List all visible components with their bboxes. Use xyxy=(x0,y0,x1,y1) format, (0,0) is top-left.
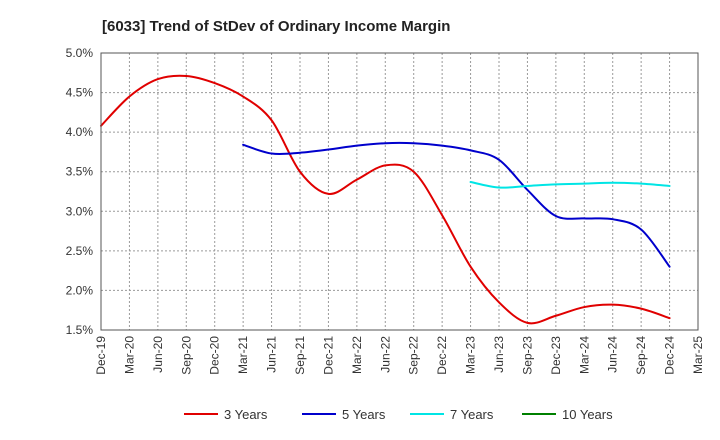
x-tick-label: Sep-23 xyxy=(520,336,534,375)
x-tick-label: Mar-24 xyxy=(577,336,591,374)
x-tick-label: Jun-22 xyxy=(378,336,392,373)
x-tick-label: Jun-24 xyxy=(606,336,620,373)
y-tick-label: 5.0% xyxy=(66,46,94,60)
series-line-5-years xyxy=(242,141,671,268)
y-tick-label: 3.0% xyxy=(66,204,94,218)
x-tick-label: Dec-22 xyxy=(435,336,449,375)
chart-title: [6033] Trend of StDev of Ordinary Income… xyxy=(102,18,450,35)
x-tick-label: Mar-25 xyxy=(691,336,705,374)
x-tick-label: Mar-22 xyxy=(350,336,364,374)
x-tick-label: Sep-20 xyxy=(179,336,193,375)
y-tick-label: 4.0% xyxy=(66,125,94,139)
x-tick-label: Jun-21 xyxy=(265,336,279,373)
x-tick-label: Sep-22 xyxy=(407,336,421,375)
legend-label: 7 Years xyxy=(450,407,494,422)
x-tick-label: Mar-20 xyxy=(122,336,136,374)
y-tick-label: 4.5% xyxy=(66,86,94,100)
x-tick-label: Jun-23 xyxy=(492,336,506,373)
legend-label: 5 Years xyxy=(342,407,386,422)
series-line-7-years xyxy=(469,181,671,189)
y-tick-label: 2.5% xyxy=(66,244,94,258)
series-line-3-years xyxy=(100,74,671,325)
x-tick-label: Mar-23 xyxy=(464,336,478,374)
y-tick-label: 1.5% xyxy=(66,323,94,337)
y-tick-label: 3.5% xyxy=(66,165,94,179)
x-axis-ticks: Dec-19 Mar-20 Jun-20 Sep-20 Dec-20 Mar-21 Jun-… xyxy=(94,336,705,375)
x-tick-label: Jun-20 xyxy=(151,336,165,373)
legend-label: 10 Years xyxy=(562,407,613,422)
series-layer xyxy=(100,74,671,325)
x-tick-label: Sep-24 xyxy=(634,336,648,375)
x-tick-label: Dec-24 xyxy=(663,336,677,375)
x-tick-label: Dec-23 xyxy=(549,336,563,375)
legend-label: 3 Years xyxy=(224,407,268,422)
y-tick-label: 2.0% xyxy=(66,283,94,297)
x-tick-label: Dec-20 xyxy=(208,336,222,375)
plot-area-border xyxy=(100,52,699,331)
legend: 3 Years 5 Years 7 Years 10 Years xyxy=(184,407,613,422)
x-tick-label: Dec-19 xyxy=(94,336,108,375)
x-tick-label: Sep-21 xyxy=(293,336,307,375)
x-tick-label: Mar-21 xyxy=(236,336,250,374)
grid xyxy=(100,52,699,331)
x-tick-label: Dec-21 xyxy=(321,336,335,375)
y-axis-ticks: 1.5% 2.0% 2.5% 3.0% 3.5% 4.0% 4.5% 5.0% xyxy=(66,46,94,337)
